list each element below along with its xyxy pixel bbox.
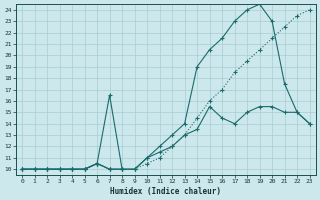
- X-axis label: Humidex (Indice chaleur): Humidex (Indice chaleur): [110, 187, 221, 196]
